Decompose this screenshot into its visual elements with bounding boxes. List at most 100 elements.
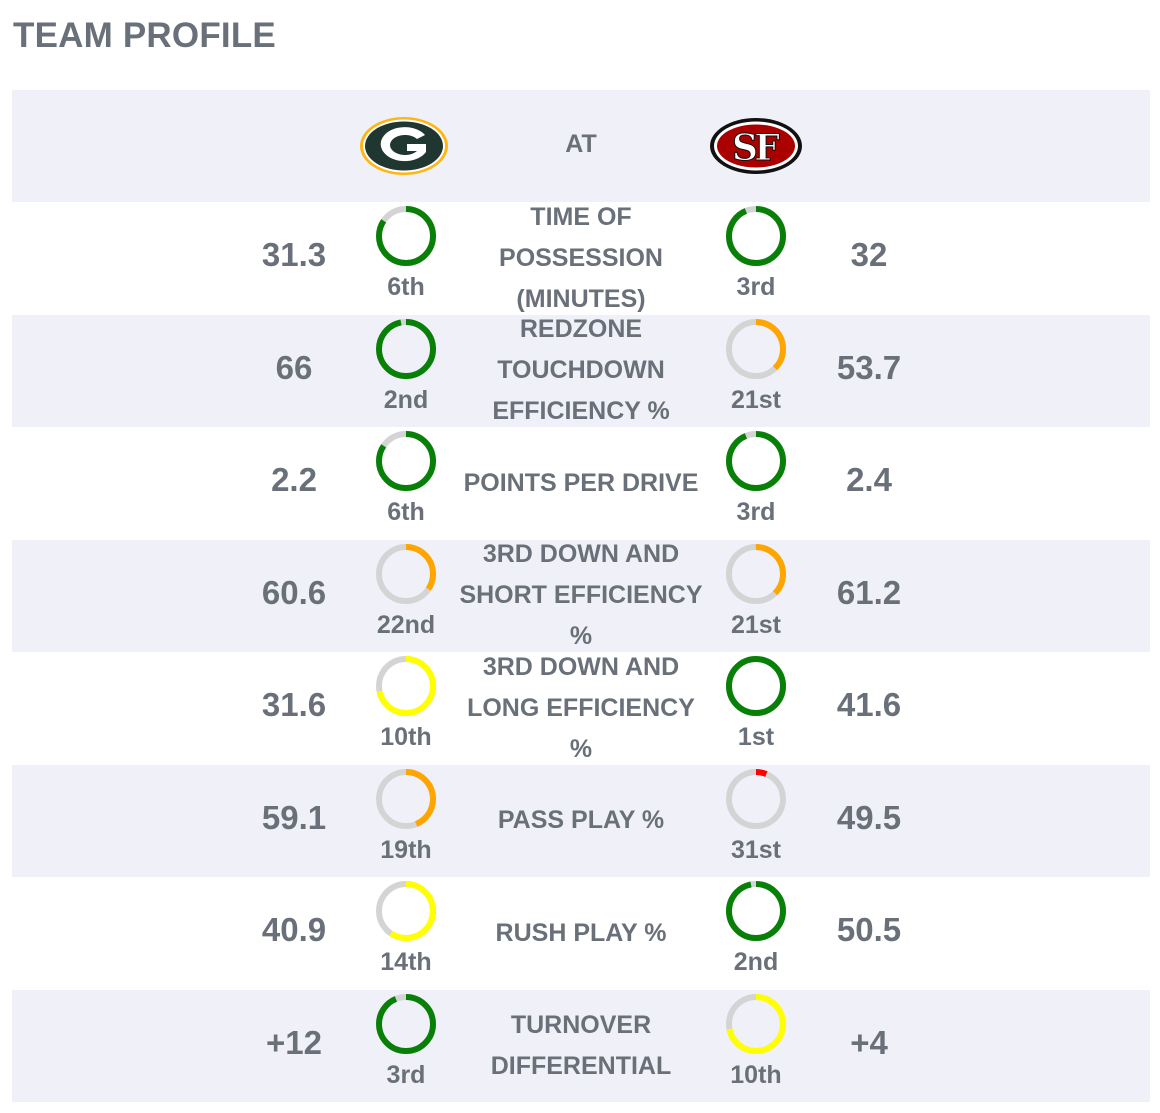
ring-fill [726,993,786,1054]
at-label: AT [565,130,597,158]
home-rank-number: 10 [730,1060,759,1089]
home-rank-ring [726,543,786,604]
away-rank-suffix: nd [404,610,436,639]
away-rank-number: 19 [380,835,409,864]
away-value: 60.6 [261,573,327,611]
home-value: 2.4 [846,461,892,498]
away-rank-number: 2 [383,385,398,414]
home-rank: 3rd [696,273,816,302]
away-value: 66 [275,348,313,386]
away-rank: 3rd [346,1061,466,1090]
svg-text:F: F [754,127,780,169]
team-profile-table: AT S F 31.3 6th TIME OF POSSESSION (MINUTE… [12,90,1150,1102]
home-rank-number: 3 [736,498,751,526]
stat-row: 60.6 22nd 3RD DOWN AND SHORT EFFICIENCY % 2… [12,539,1150,652]
matchup-header: AT S F [12,90,1150,202]
ring-fill [376,543,436,604]
home-rank-ring [726,993,786,1054]
ring-fill [376,431,436,491]
ring-fill [726,881,786,941]
home-rank-suffix: st [751,723,775,751]
page-title: TEAM PROFILE [13,16,276,55]
home-value: 50.5 [836,911,902,948]
home-rank-number: 3 [736,273,751,301]
ring-fill [726,656,786,716]
ring-fill [726,206,786,266]
home-rank: 10th [696,1061,816,1090]
ring-fill [376,318,436,379]
home-rank-suffix: st [758,385,782,414]
home-rank-suffix: rd [750,273,776,301]
stat-row: 40.9 14th RUSH PLAY % 2nd 50.5 [12,877,1150,990]
home-rank-ring [726,206,786,266]
home-rank-ring [726,318,786,379]
home-rank: 21st [696,611,816,640]
away-rank-number: 22 [376,610,405,639]
home-rank-ring [726,768,786,829]
away-rank: 10th [346,723,466,752]
away-rank-ring [376,768,436,829]
home-value: 41.6 [836,686,902,723]
away-rank-ring [376,993,436,1054]
home-rank-number: 2 [733,948,748,976]
away-rank-suffix: th [408,948,432,976]
home-rank-number: 21 [730,385,759,414]
away-rank: 14th [346,948,466,977]
49ers-logo-icon: S F [710,118,802,174]
stat-row: +12 3rd TURNOVER DIFFERENTIAL 10th +4 [12,989,1150,1102]
home-rank: 1st [696,723,816,752]
ring-fill [376,993,436,1054]
ring-fill [726,543,786,604]
ring-track [726,768,786,829]
home-rank-suffix: st [758,610,782,639]
away-rank-ring [376,318,436,379]
metric-label: 3RD DOWN AND SHORT EFFICIENCY % [459,540,703,650]
stat-row: 59.1 19th PASS PLAY % 31st 49.5 [12,764,1150,877]
away-rank: 19th [346,836,466,865]
away-rank-ring [376,206,436,266]
away-rank: 22nd [346,611,466,640]
stat-row: 31.6 10th 3RD DOWN AND LONG EFFICIENCY % 1s… [12,652,1150,765]
away-rank: 2nd [346,386,466,415]
away-rank-suffix: th [401,498,425,526]
metric-label: TURNOVER DIFFERENTIAL [490,1010,672,1080]
home-rank-ring [726,656,786,716]
away-value: 31.6 [261,686,327,723]
away-rank-ring [376,543,436,604]
ring-fill [376,768,436,829]
away-rank-number: 10 [380,723,409,751]
home-rank-number: 31 [730,835,759,864]
stat-row: 66 2nd REDZONE TOUCHDOWN EFFICIENCY % 21st 5… [12,314,1150,427]
away-rank-suffix: nd [397,385,429,414]
away-value: 2.2 [271,461,317,498]
away-rank-suffix: th [408,723,432,751]
away-rank-ring [376,431,436,491]
metric-label: REDZONE TOUCHDOWN EFFICIENCY % [492,315,670,425]
away-rank: 6th [346,498,466,527]
home-value: 61.2 [836,573,902,611]
away-rank-number: 3 [386,1060,401,1089]
stat-row: 2.2 6th POINTS PER DRIVE 3rd 2.4 [12,427,1150,540]
home-rank: 21st [696,386,816,415]
ring-fill [376,881,436,941]
metric-label: 3RD DOWN AND LONG EFFICIENCY % [467,652,695,763]
home-value: 49.5 [836,798,902,836]
metric-label: RUSH PLAY % [495,918,667,947]
away-rank-suffix: th [408,835,432,864]
home-rank: 2nd [696,948,816,977]
home-rank-ring [726,431,786,491]
home-value: 53.7 [836,348,902,386]
away-value: 59.1 [261,798,327,836]
home-rank-suffix: st [758,835,782,864]
away-rank-number: 14 [380,948,409,976]
away-value: 40.9 [261,911,327,948]
away-rank-ring [376,881,436,941]
ring-fill [726,431,786,491]
home-rank-suffix: th [758,1060,782,1089]
home-rank-suffix: nd [747,948,779,976]
home-rank: 31st [696,836,816,865]
home-value: +4 [850,1023,888,1061]
away-rank-suffix: th [401,273,425,301]
away-rank-number: 6 [387,273,402,301]
away-value: 31.3 [261,236,327,273]
